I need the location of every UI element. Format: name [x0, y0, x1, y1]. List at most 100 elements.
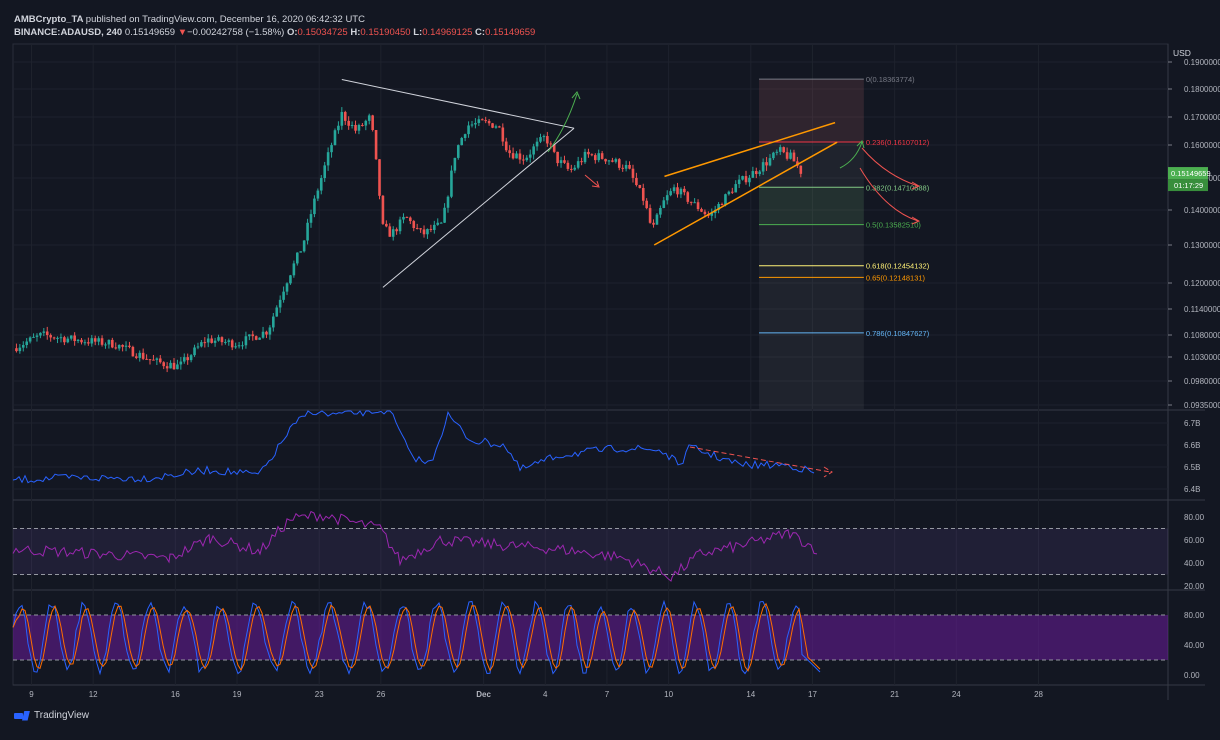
fib-level-label: 0.786(0.10847627): [866, 329, 930, 338]
open-label: O:: [286, 27, 298, 38]
candle-up: [59, 337, 63, 339]
candle-down: [254, 336, 258, 340]
candle-up: [323, 165, 326, 179]
candle-up: [710, 213, 714, 216]
fib-zone-mid: [759, 187, 864, 225]
candle-down: [484, 120, 487, 122]
candle-up: [189, 355, 193, 361]
candle-up: [669, 191, 672, 196]
candle-down: [45, 331, 49, 336]
candle-up: [460, 138, 464, 146]
candle-down: [593, 155, 597, 161]
candle-down: [580, 161, 583, 163]
rsi-line: [12, 510, 818, 582]
candle-up: [463, 134, 467, 139]
candle-up: [391, 229, 395, 237]
candle-up: [76, 339, 80, 342]
candle-up: [299, 251, 303, 253]
channel-lower-line: [653, 141, 838, 246]
candle-up: [443, 207, 446, 223]
candle-up: [261, 331, 265, 338]
publish-info: published on TradingView.com, December 1…: [85, 14, 365, 25]
tradingview-logo[interactable]: TradingView: [14, 710, 89, 721]
publish-line: AMBCrypto_TA published on TradingView.co…: [14, 13, 535, 26]
fib-level-label: 0.618(0.12454132): [866, 262, 930, 271]
candle-down: [590, 154, 594, 156]
candle-up: [659, 207, 662, 215]
candle-up: [367, 115, 371, 121]
time-axis-label: 19: [233, 690, 242, 699]
author-name[interactable]: AMBCrypto_TA: [14, 14, 84, 25]
rsi-axis-label: 20.00: [1184, 582, 1205, 591]
candle-up: [665, 195, 669, 201]
candle-up: [624, 164, 628, 169]
candle-down: [631, 168, 635, 178]
candle-down: [686, 192, 690, 202]
candle-down: [604, 158, 607, 162]
candle-up: [693, 202, 696, 204]
candle-up: [66, 338, 70, 343]
volume-axis-label: 6.7B: [1184, 419, 1200, 428]
candle-down: [114, 347, 118, 349]
candle-up: [576, 161, 580, 168]
candle-down: [556, 151, 559, 164]
close-label: C:: [475, 27, 486, 38]
candle-up: [477, 119, 481, 123]
candle-down: [703, 211, 707, 215]
candle-up: [227, 340, 231, 342]
candle-up: [525, 157, 529, 161]
candle-up: [398, 219, 402, 232]
candle-down: [135, 356, 138, 358]
candle-down: [158, 358, 162, 363]
countdown-tag: [1168, 179, 1208, 192]
time-axis-label: 14: [746, 690, 755, 699]
candle-down: [15, 348, 18, 352]
rsi-axis-label: 60.00: [1184, 536, 1205, 545]
candle-up: [450, 170, 453, 197]
candle-up: [56, 337, 59, 339]
candle-up: [268, 327, 272, 335]
candle-up: [179, 361, 183, 365]
triangle-lower-line: [382, 127, 575, 288]
tradingview-logo-icon: [14, 711, 30, 721]
candle-up: [193, 347, 196, 356]
candle-down: [87, 342, 90, 344]
candle-up: [35, 335, 39, 337]
candle-down: [230, 340, 234, 348]
candle-down: [210, 338, 213, 343]
volume-axis-label: 6.5B: [1184, 463, 1200, 472]
last-price: 0.15149659: [124, 27, 176, 38]
fib-level-label: 0.65(0.12148131): [866, 273, 926, 282]
candle-down: [354, 124, 357, 131]
candle-up: [306, 222, 309, 241]
candle-down: [395, 229, 398, 232]
candle-up: [237, 345, 241, 347]
symbol-label[interactable]: BINANCE:ADAUSD, 240: [14, 27, 123, 38]
candle-down: [635, 177, 638, 186]
candle-down: [371, 115, 374, 131]
candle-up: [539, 137, 542, 142]
candle-up: [607, 160, 611, 162]
bearish-arrow-icon: [584, 174, 600, 188]
candle-down: [487, 120, 491, 124]
candle-up: [751, 171, 755, 178]
candle-down: [405, 216, 409, 218]
candle-up: [25, 341, 29, 346]
candle-up: [39, 332, 42, 336]
low-value: 0.14969125: [422, 27, 473, 38]
candle-up: [436, 222, 440, 225]
candle-down: [792, 152, 796, 162]
channel-upper-line: [664, 121, 836, 178]
candle-down: [52, 337, 56, 339]
candle-up: [42, 331, 46, 333]
candle-down: [518, 153, 522, 160]
last-price-tag: [1168, 167, 1208, 180]
candle-up: [169, 362, 172, 369]
volume-axis-label: 6.6B: [1184, 441, 1200, 450]
candle-up: [69, 335, 73, 339]
candle-down: [361, 124, 364, 126]
candle-down: [754, 171, 758, 175]
